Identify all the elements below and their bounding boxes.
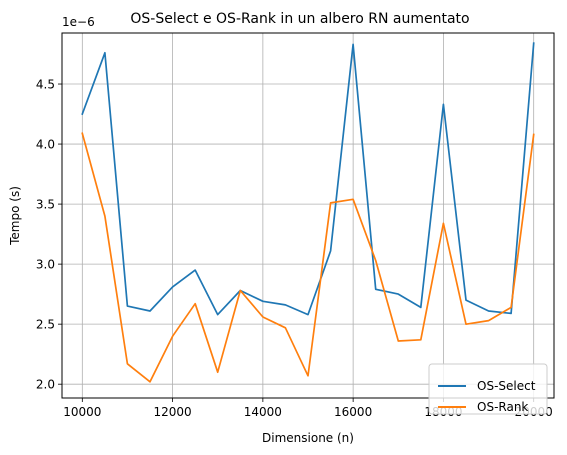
y-scale-label: 1e−6	[62, 15, 95, 29]
y-axis-ticks: 2.0 2.5 3.0 3.5 4.0 4.5	[36, 78, 62, 392]
series-lines	[81, 42, 535, 383]
y-tick-label: 4.0	[36, 138, 55, 152]
y-tick-label: 3.0	[36, 258, 55, 272]
x-tick-label: 12000	[153, 405, 191, 419]
y-tick-label: 3.5	[36, 198, 55, 212]
plot-frame	[61, 32, 555, 399]
x-axis-label: Dimensione (n)	[262, 431, 354, 445]
series-line-os-select	[81, 42, 535, 316]
y-tick-label: 2.0	[36, 378, 55, 392]
y-axis-label: Tempo (s)	[8, 186, 22, 246]
chart-title: OS-Select e OS-Rank in un albero RN aume…	[130, 11, 469, 27]
legend: OS-Select OS-Rank	[428, 363, 548, 415]
x-tick-label: 16000	[334, 405, 372, 419]
x-tick-label: 10000	[63, 405, 101, 419]
y-tick-label: 4.5	[36, 78, 55, 92]
x-tick-label: 14000	[244, 405, 282, 419]
series-line-os-rank	[81, 132, 535, 383]
legend-label-os-select: OS-Select	[477, 379, 536, 393]
y-tick-label: 2.5	[36, 318, 55, 332]
legend-box	[428, 363, 548, 415]
grid-lines	[62, 33, 554, 398]
legend-label-os-rank: OS-Rank	[477, 400, 528, 414]
